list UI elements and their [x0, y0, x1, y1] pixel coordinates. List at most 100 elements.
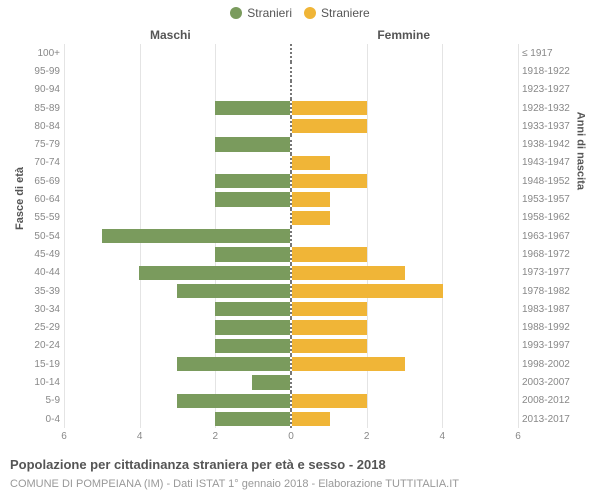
- female-bar: [292, 211, 330, 225]
- legend-swatch-female: [304, 7, 316, 19]
- male-half: [64, 282, 292, 300]
- age-label: 50-54: [20, 231, 60, 242]
- birth-year-label: 1918-1922: [522, 66, 584, 77]
- female-half: [292, 117, 518, 135]
- age-row: 65-691948-1952: [64, 172, 518, 190]
- female-half: [292, 44, 518, 62]
- gridline: [518, 44, 519, 428]
- age-row: 35-391978-1982: [64, 282, 518, 300]
- birth-year-label: 1983-1987: [522, 304, 584, 315]
- male-half: [64, 117, 292, 135]
- age-label: 80-84: [20, 121, 60, 132]
- male-bar: [177, 284, 290, 298]
- female-half: [292, 99, 518, 117]
- birth-year-label: 1993-1997: [522, 340, 584, 351]
- female-half: [292, 392, 518, 410]
- male-half: [64, 245, 292, 263]
- female-bar: [292, 357, 405, 371]
- female-bar: [292, 119, 367, 133]
- legend-item-male: Stranieri: [230, 6, 292, 20]
- male-bar: [215, 174, 290, 188]
- male-bar: [252, 375, 290, 389]
- male-half: [64, 81, 292, 99]
- age-label: 95-99: [20, 66, 60, 77]
- male-bar: [215, 302, 290, 316]
- age-row: 55-591958-1962: [64, 209, 518, 227]
- male-half: [64, 154, 292, 172]
- birth-year-label: 1958-1962: [522, 212, 584, 223]
- male-half: [64, 410, 292, 428]
- x-tick: 0: [288, 431, 294, 442]
- age-row: 70-741943-1947: [64, 154, 518, 172]
- age-label: 60-64: [20, 194, 60, 205]
- age-row: 50-541963-1967: [64, 227, 518, 245]
- age-label: 0-4: [20, 414, 60, 425]
- male-half: [64, 264, 292, 282]
- age-row: 95-991918-1922: [64, 62, 518, 80]
- female-bar: [292, 284, 443, 298]
- male-half: [64, 209, 292, 227]
- female-half: [292, 373, 518, 391]
- plot-area: 100+≤ 191795-991918-192290-941923-192785…: [64, 44, 518, 428]
- birth-year-label: 1953-1957: [522, 194, 584, 205]
- male-half: [64, 337, 292, 355]
- age-row: 5-92008-2012: [64, 392, 518, 410]
- age-label: 70-74: [20, 157, 60, 168]
- female-half: [292, 337, 518, 355]
- age-label: 90-94: [20, 84, 60, 95]
- age-row: 0-42013-2017: [64, 410, 518, 428]
- birth-year-label: 1923-1927: [522, 84, 584, 95]
- male-half: [64, 318, 292, 336]
- age-label: 25-29: [20, 322, 60, 333]
- female-half: [292, 282, 518, 300]
- female-bar: [292, 174, 367, 188]
- male-half: [64, 300, 292, 318]
- age-row: 20-241993-1997: [64, 337, 518, 355]
- legend-label-male: Stranieri: [247, 6, 292, 20]
- male-bar: [102, 229, 290, 243]
- birth-year-label: 1998-2002: [522, 359, 584, 370]
- age-label: 65-69: [20, 176, 60, 187]
- female-half: [292, 81, 518, 99]
- male-half: [64, 355, 292, 373]
- birth-year-label: 2008-2012: [522, 395, 584, 406]
- birth-year-label: 2003-2007: [522, 377, 584, 388]
- age-label: 100+: [20, 48, 60, 59]
- male-half: [64, 227, 292, 245]
- male-bar: [177, 394, 290, 408]
- legend-item-female: Straniere: [304, 6, 370, 20]
- age-row: 85-891928-1932: [64, 99, 518, 117]
- female-half: [292, 300, 518, 318]
- female-bar: [292, 302, 367, 316]
- column-header-right: Femmine: [377, 28, 430, 42]
- female-bar: [292, 101, 367, 115]
- birth-year-label: 1963-1967: [522, 231, 584, 242]
- male-half: [64, 62, 292, 80]
- age-label: 45-49: [20, 249, 60, 260]
- female-half: [292, 318, 518, 336]
- x-axis: 6420246: [64, 431, 518, 445]
- birth-year-label: 2013-2017: [522, 414, 584, 425]
- male-bar: [215, 339, 290, 353]
- female-bar: [292, 394, 367, 408]
- age-row: 60-641953-1957: [64, 190, 518, 208]
- female-bar: [292, 192, 330, 206]
- female-half: [292, 62, 518, 80]
- male-bar: [215, 137, 290, 151]
- legend: Stranieri Straniere: [0, 6, 600, 20]
- birth-year-label: 1943-1947: [522, 157, 584, 168]
- male-bar: [215, 101, 290, 115]
- birth-year-label: 1968-1972: [522, 249, 584, 260]
- male-half: [64, 172, 292, 190]
- age-label: 5-9: [20, 395, 60, 406]
- female-half: [292, 245, 518, 263]
- x-tick: 4: [137, 431, 143, 442]
- birth-year-label: 1973-1977: [522, 267, 584, 278]
- male-half: [64, 190, 292, 208]
- male-half: [64, 392, 292, 410]
- chart-subtitle: COMUNE DI POMPEIANA (IM) - Dati ISTAT 1°…: [10, 478, 459, 490]
- chart-container: Stranieri Straniere Maschi Femmine Fasce…: [0, 0, 600, 500]
- x-tick: 2: [213, 431, 219, 442]
- age-row: 75-791938-1942: [64, 135, 518, 153]
- x-tick: 6: [515, 431, 521, 442]
